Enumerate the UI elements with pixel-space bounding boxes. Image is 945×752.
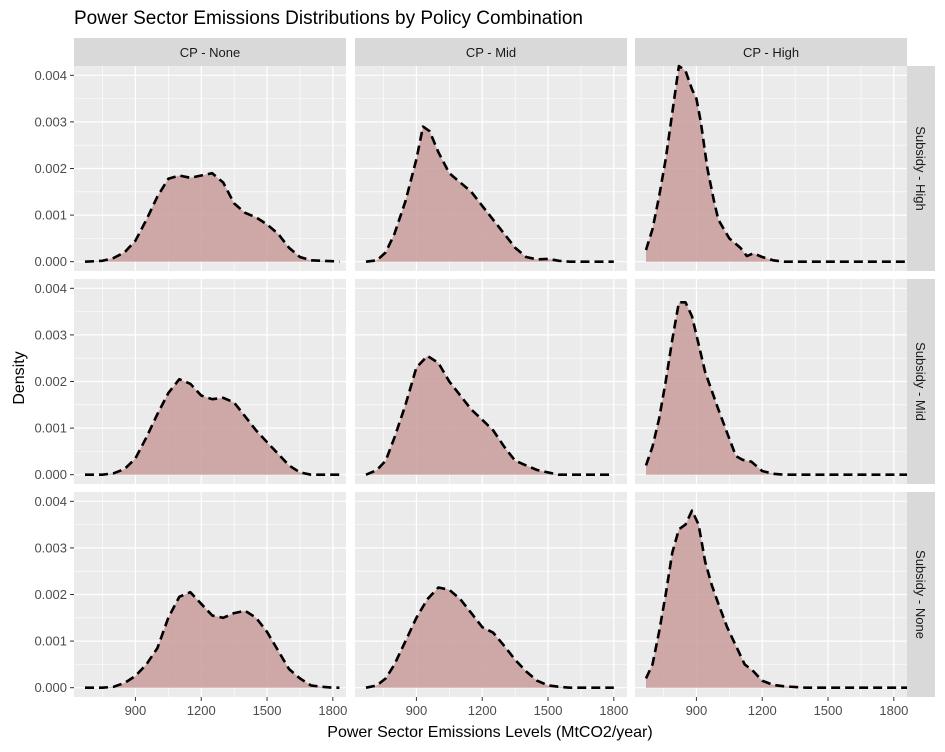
density-area: [646, 510, 907, 688]
chart-title: Power Sector Emissions Distributions by …: [74, 8, 583, 29]
y-tick-label: 0.000: [34, 467, 67, 482]
facet-panel: [74, 492, 346, 697]
column-strip-label: CP - Mid: [466, 45, 516, 60]
facet-panel: [635, 492, 907, 697]
density-area: [85, 592, 340, 688]
y-tick-label: 0.001: [34, 208, 67, 223]
density-area: [366, 355, 614, 475]
x-tick-label: 1200: [748, 703, 777, 718]
x-tick-label: 1500: [534, 703, 563, 718]
density-line: [84, 171, 340, 263]
x-axis-label: Power Sector Emissions Levels (MtCO2/yea…: [327, 724, 652, 741]
y-tick-label: 0.003: [34, 540, 67, 555]
x-tick-label: 900: [125, 703, 147, 718]
x-tick-label: 1800: [599, 703, 628, 718]
density-line: [365, 354, 614, 476]
column-strip-label: CP - High: [743, 45, 799, 60]
density-line: [365, 586, 614, 689]
density-line: [644, 301, 907, 476]
density-line: [85, 590, 340, 689]
row-strip-label: Subsidy - High: [913, 126, 928, 211]
density-line: [365, 125, 614, 263]
facet-panel: [355, 279, 627, 484]
y-tick-label: 0.002: [34, 374, 67, 389]
y-tick-label: 0.004: [34, 281, 67, 296]
y-tick-label: 0.001: [34, 634, 67, 649]
column-strip: [74, 38, 346, 66]
y-tick-label: 0.002: [34, 587, 67, 602]
row-strip: [907, 66, 935, 271]
x-tick-label: 1500: [253, 703, 282, 718]
x-tick-label: 1800: [318, 703, 347, 718]
density-area: [646, 66, 907, 262]
row-strip: [907, 492, 935, 697]
x-tick-label: 900: [406, 703, 428, 718]
y-tick-label: 0.003: [34, 327, 67, 342]
facet-panel: [74, 66, 346, 271]
row-strip-label: Subsidy - Mid: [913, 342, 928, 421]
facet-panel: [635, 64, 907, 271]
column-strip: [635, 38, 907, 66]
y-tick-label: 0.002: [34, 161, 67, 176]
facet-panel: [635, 279, 907, 484]
y-axis-label: Density: [11, 351, 28, 404]
column-strip: [355, 38, 627, 66]
x-tick-label: 1200: [468, 703, 497, 718]
x-tick-label: 1800: [879, 703, 908, 718]
facet-panel: [355, 66, 627, 271]
x-tick-label: 1500: [814, 703, 843, 718]
density-area: [85, 173, 340, 262]
density-line: [644, 509, 907, 689]
density-line: [644, 64, 907, 263]
density-area: [85, 379, 340, 475]
column-strip-label: CP - None: [180, 45, 240, 60]
y-tick-label: 0.004: [34, 68, 67, 83]
density-area: [646, 302, 907, 475]
row-strip-label: Subsidy - None: [913, 550, 928, 639]
y-tick-label: 0.003: [34, 114, 67, 129]
panels-layer: CP - None CP - Mid CP - High Subsidy - High…: [34, 38, 935, 718]
row-strip: [907, 279, 935, 484]
density-area: [366, 587, 614, 688]
facet-panel: [74, 279, 346, 484]
density-area: [366, 126, 614, 262]
x-tick-label: 1200: [187, 703, 216, 718]
x-tick-label: 900: [686, 703, 708, 718]
y-tick-label: 0.001: [34, 421, 67, 436]
y-tick-label: 0.000: [34, 254, 67, 269]
facet-panel: [355, 492, 627, 697]
y-tick-label: 0.004: [34, 494, 67, 509]
y-tick-label: 0.000: [34, 680, 67, 695]
